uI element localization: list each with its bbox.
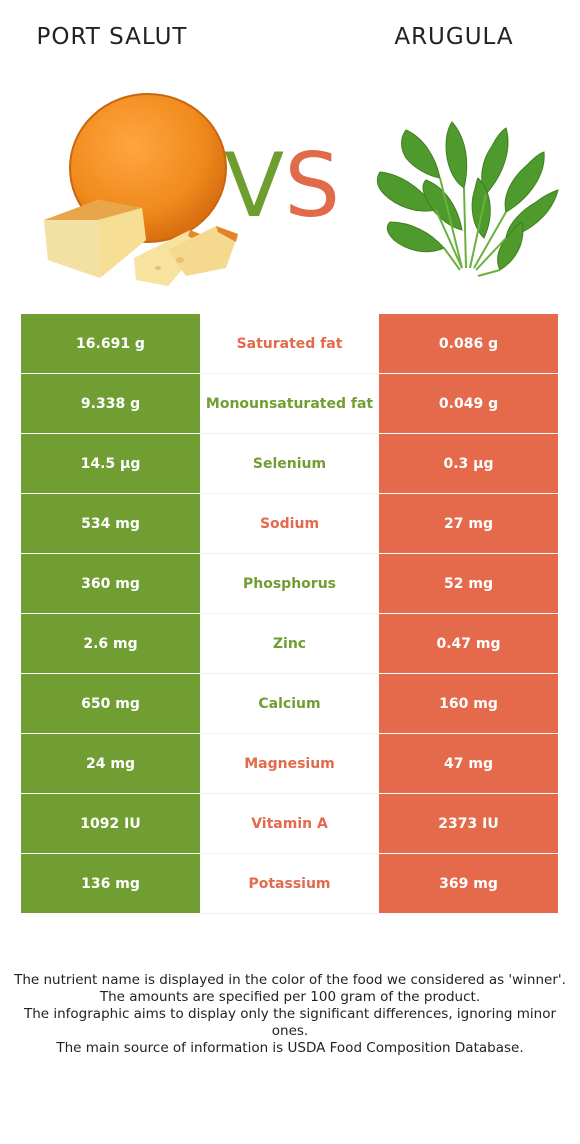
nutrient-name: Vitamin A bbox=[200, 794, 379, 854]
table-row: 2.6 mg Zinc 0.47 mg bbox=[21, 614, 558, 674]
vs-v-letter: V bbox=[224, 134, 285, 237]
arugula-value: 27 mg bbox=[379, 494, 558, 553]
port-salut-value: 1092 IU bbox=[21, 794, 200, 853]
nutrient-comparison-table: 16.691 g Saturated fat 0.086 g 9.338 g Monou… bbox=[21, 314, 558, 914]
nutrient-name: Selenium bbox=[200, 434, 379, 494]
food-title-left: PORT SALUT bbox=[36, 24, 188, 50]
vs-s-letter: S bbox=[284, 134, 341, 237]
port-salut-value: 14.5 µg bbox=[21, 434, 200, 493]
port-salut-value: 136 mg bbox=[21, 854, 200, 913]
arugula-value: 0.47 mg bbox=[379, 614, 558, 673]
footnote-line: The nutrient name is displayed in the co… bbox=[14, 972, 566, 988]
nutrient-name: Phosphorus bbox=[200, 554, 379, 614]
arugula-value: 160 mg bbox=[379, 674, 558, 733]
table-row: 650 mg Calcium 160 mg bbox=[21, 674, 558, 734]
port-salut-value: 360 mg bbox=[21, 554, 200, 613]
table-row: 14.5 µg Selenium 0.3 µg bbox=[21, 434, 558, 494]
nutrient-name: Sodium bbox=[200, 494, 379, 554]
port-salut-value: 9.338 g bbox=[21, 374, 200, 433]
table-row: 24 mg Magnesium 47 mg bbox=[21, 734, 558, 794]
arugula-value: 52 mg bbox=[379, 554, 558, 613]
vs-label: VS bbox=[224, 138, 340, 234]
nutrient-name: Monounsaturated fat bbox=[200, 374, 379, 434]
port-salut-value: 534 mg bbox=[21, 494, 200, 553]
nutrient-name: Magnesium bbox=[200, 734, 379, 794]
arugula-value: 0.086 g bbox=[379, 314, 558, 373]
footnote-line: The amounts are specified per 100 gram o… bbox=[99, 989, 481, 1005]
table-row: 534 mg Sodium 27 mg bbox=[21, 494, 558, 554]
table-row: 136 mg Potassium 369 mg bbox=[21, 854, 558, 914]
footnote-line: The main source of information is USDA F… bbox=[56, 1040, 524, 1056]
arugula-value: 369 mg bbox=[379, 854, 558, 913]
footnote: The nutrient name is displayed in the co… bbox=[14, 972, 566, 1057]
table-row: 360 mg Phosphorus 52 mg bbox=[21, 554, 558, 614]
arugula-value: 0.3 µg bbox=[379, 434, 558, 493]
table-row: 16.691 g Saturated fat 0.086 g bbox=[21, 314, 558, 374]
arugula-value: 0.049 g bbox=[379, 374, 558, 433]
arugula-leaves-image bbox=[376, 121, 559, 277]
port-salut-value: 24 mg bbox=[21, 734, 200, 793]
port-salut-value: 2.6 mg bbox=[21, 614, 200, 673]
nutrient-name: Potassium bbox=[200, 854, 379, 914]
food-title-right: ARUGULA bbox=[394, 24, 514, 50]
arugula-value: 47 mg bbox=[379, 734, 558, 793]
nutrient-name: Zinc bbox=[200, 614, 379, 674]
nutrient-name: Saturated fat bbox=[200, 314, 379, 374]
arugula-value: 2373 IU bbox=[379, 794, 558, 853]
port-salut-value: 16.691 g bbox=[21, 314, 200, 373]
footnote-line: The infographic aims to display only the… bbox=[23, 1006, 557, 1039]
table-row: 9.338 g Monounsaturated fat 0.049 g bbox=[21, 374, 558, 434]
port-salut-value: 650 mg bbox=[21, 674, 200, 733]
table-row: 1092 IU Vitamin A 2373 IU bbox=[21, 794, 558, 854]
port-salut-cheese-image bbox=[44, 93, 238, 286]
nutrient-name: Calcium bbox=[200, 674, 379, 734]
